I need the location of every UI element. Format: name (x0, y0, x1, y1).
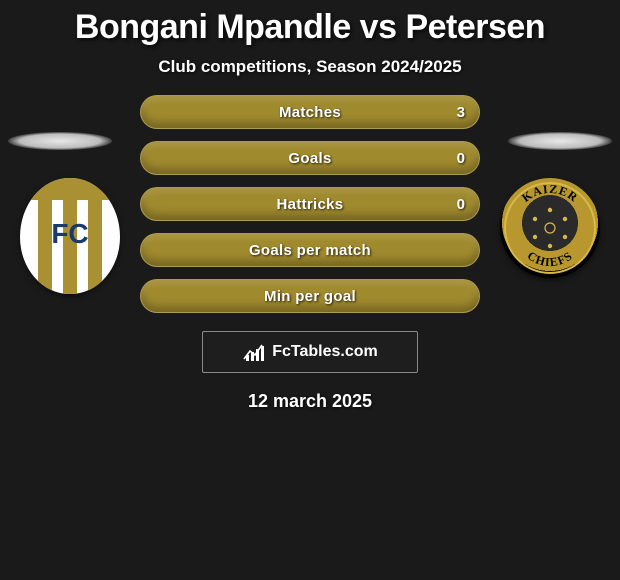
stat-label: Min per goal (264, 288, 356, 305)
stat-label: Goals per match (249, 242, 371, 259)
stat-row-min-per-goal: Min per goal (140, 279, 480, 313)
player-halo-left (8, 132, 112, 150)
team-badge-left: FC (20, 178, 120, 294)
kaizer-badge: KAIZER CHIEFS (500, 178, 600, 278)
kaizer-text-bottom: CHIEFS (525, 248, 575, 269)
subtitle: Club competitions, Season 2024/2025 (0, 57, 620, 77)
team-badge-right: KAIZER CHIEFS (500, 178, 600, 278)
svg-text:CHIEFS: CHIEFS (525, 248, 575, 269)
brand-text: FcTables.com (272, 343, 378, 361)
kaizer-text-top: KAIZER (519, 182, 581, 205)
stat-row-goals-per-match: Goals per match (140, 233, 480, 267)
capetown-badge: FC (20, 178, 120, 294)
chart-icon (242, 341, 268, 363)
watermark-box: FcTables.com (202, 331, 418, 373)
capetown-fc-text: FC (20, 218, 120, 250)
stat-label: Matches (279, 104, 341, 121)
player-halo-right (508, 132, 612, 150)
stat-row-matches: Matches 3 (140, 95, 480, 129)
svg-text:KAIZER: KAIZER (519, 182, 581, 205)
stat-label: Hattricks (277, 196, 344, 213)
stat-right-value: 3 (457, 104, 465, 121)
stat-right-value: 0 (457, 196, 465, 213)
stats-list: Matches 3 Goals 0 Hattricks 0 Goals per … (140, 95, 480, 313)
stat-label: Goals (288, 150, 331, 167)
stat-row-goals: Goals 0 (140, 141, 480, 175)
date-label: 12 march 2025 (0, 391, 620, 412)
page-title: Bongani Mpandle vs Petersen (0, 0, 620, 47)
stat-right-value: 0 (457, 150, 465, 167)
stat-row-hattricks: Hattricks 0 (140, 187, 480, 221)
